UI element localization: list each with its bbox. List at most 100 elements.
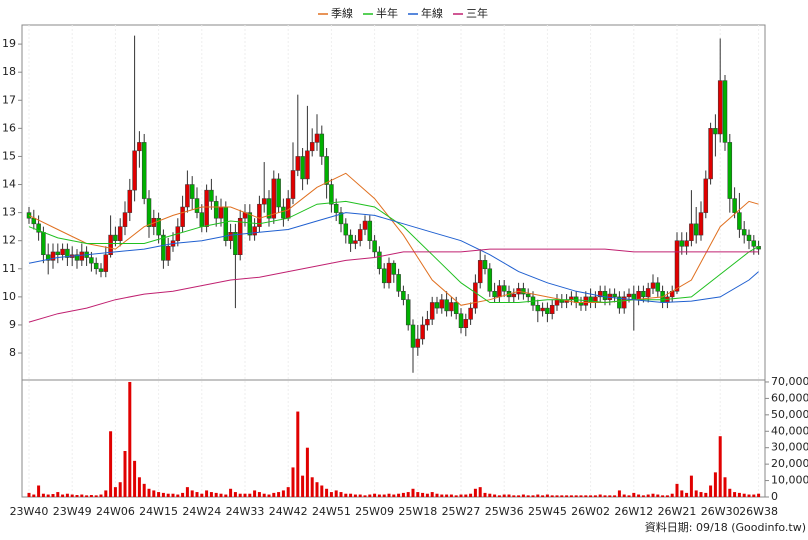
volume-bar <box>469 493 473 497</box>
candle-body <box>218 206 224 219</box>
candle-body <box>497 285 502 298</box>
volume-bar <box>454 495 458 497</box>
volume-bar <box>555 495 559 497</box>
volume-bar <box>589 495 593 497</box>
candle-body <box>281 206 286 219</box>
candle-body <box>751 240 757 247</box>
volume-bar <box>363 495 367 497</box>
volume-bar <box>70 494 74 497</box>
candle-body <box>261 198 267 205</box>
moving-average-line <box>28 200 759 304</box>
volume-bar <box>373 493 377 497</box>
candle-body <box>309 142 315 152</box>
volume-bar <box>320 485 324 497</box>
volume-bar <box>632 492 636 497</box>
candle-body <box>132 150 137 191</box>
volume-bar <box>272 492 276 497</box>
volume-bar <box>137 477 141 497</box>
candle-body <box>410 324 416 348</box>
volume-bar <box>507 494 511 497</box>
volume-bar <box>344 493 348 497</box>
candle-body <box>377 251 382 270</box>
x-tick-label: 26W30 <box>701 505 740 518</box>
volume-bar <box>176 494 180 497</box>
candle-body <box>362 220 368 230</box>
candle-body <box>722 80 728 143</box>
volume-bar <box>665 495 669 497</box>
volume-bar <box>368 494 372 497</box>
y-tick-label: 10 <box>2 290 16 303</box>
candle-body <box>36 223 41 233</box>
volume-bar <box>435 493 439 497</box>
candle-body <box>626 293 632 298</box>
candle-body <box>439 299 445 309</box>
volume-bar <box>411 488 415 497</box>
volume-bar <box>742 493 746 497</box>
volume-bar <box>512 495 516 497</box>
candle-body <box>482 260 488 270</box>
candle-body <box>391 262 397 275</box>
volume-bar <box>85 495 89 497</box>
volume-bar <box>622 494 626 497</box>
volume-bar <box>680 490 684 497</box>
candle-body <box>535 305 541 312</box>
candle-body <box>396 274 401 292</box>
volume-bar <box>521 494 525 497</box>
candle-body <box>252 226 257 236</box>
volume-bar <box>181 492 185 497</box>
candle-body <box>693 223 699 236</box>
candle-body <box>741 229 747 236</box>
volume-bar <box>209 492 213 497</box>
volume-bar <box>430 492 434 497</box>
candle-body <box>199 212 205 227</box>
candle-body <box>127 189 133 213</box>
candle-body <box>617 296 622 309</box>
candle-body <box>468 307 473 320</box>
x-tick-label: 26W02 <box>571 505 610 518</box>
candle-body <box>684 240 689 247</box>
moving-average-line <box>28 212 759 304</box>
x-tick-label: 24W24 <box>182 505 221 518</box>
volume-bar <box>353 494 357 497</box>
candle-body <box>357 229 363 241</box>
volume-tick-label: 40,000 <box>771 424 808 437</box>
candle-body <box>540 307 545 312</box>
candle-body <box>473 282 478 309</box>
volume-bar <box>315 482 319 497</box>
volume-bar <box>541 495 545 497</box>
volume-bar <box>747 494 751 497</box>
candle-body <box>305 150 310 180</box>
volume-bar <box>713 472 717 497</box>
volume-bar <box>171 493 175 497</box>
candle-body <box>703 178 709 213</box>
candle-body <box>290 170 296 199</box>
volume-tick-label: 10,000 <box>771 474 808 487</box>
volume-bar <box>502 494 506 497</box>
volume-bar <box>277 492 281 497</box>
candle-body <box>602 291 608 300</box>
volume-bar <box>262 493 266 497</box>
candle-body <box>141 142 147 199</box>
candle-body <box>89 257 94 264</box>
candle-body <box>60 248 65 255</box>
x-tick-label: 26W12 <box>614 505 653 518</box>
volume-bar <box>651 493 655 497</box>
volume-bar <box>608 495 612 497</box>
candle-body <box>156 217 161 236</box>
x-tick-label: 24W06 <box>96 505 135 518</box>
volume-bar <box>281 490 285 497</box>
volume-bar <box>133 460 137 497</box>
y-tick-label: 17 <box>2 93 16 106</box>
volume-bar <box>646 494 650 497</box>
volume-bar <box>387 493 391 497</box>
volume-bar <box>329 492 333 497</box>
candle-body <box>300 156 305 180</box>
candle-body <box>381 268 387 284</box>
y-tick-label: 11 <box>2 262 16 275</box>
candle-body <box>449 302 454 312</box>
candle-body <box>372 240 377 253</box>
volume-bar <box>421 492 425 497</box>
volume-bar <box>257 492 261 497</box>
legend-label: 年線 <box>421 6 443 20</box>
candle-body <box>420 324 425 340</box>
